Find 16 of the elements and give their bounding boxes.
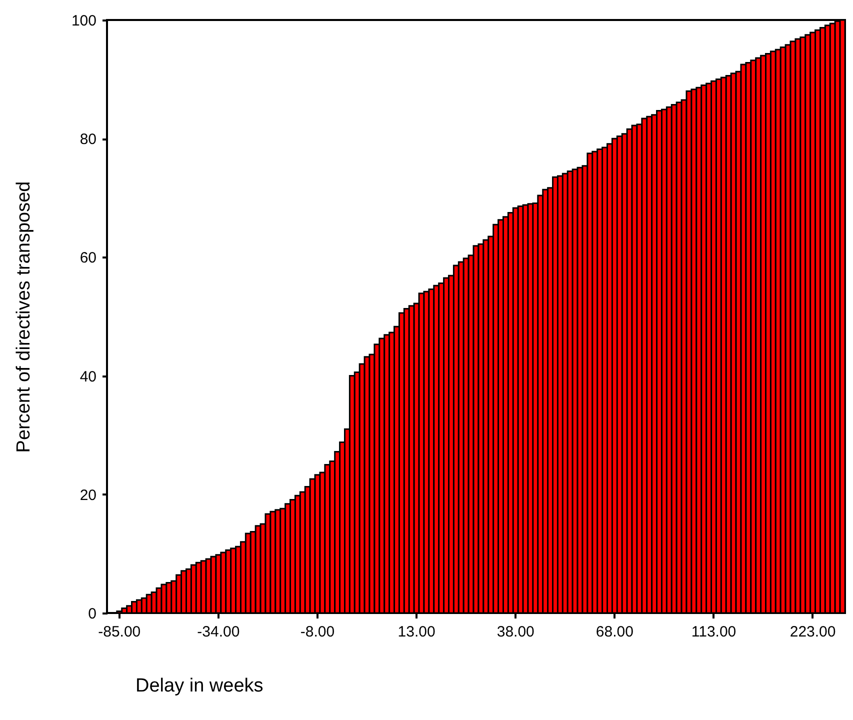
x-tick-label: 68.00 xyxy=(596,624,634,640)
y-tick-label: 20 xyxy=(80,486,96,504)
y-tick-label: 0 xyxy=(88,606,96,622)
y-tick-label: 60 xyxy=(80,250,96,267)
x-tick-label: -85.00 xyxy=(98,624,141,640)
x-tick-label: 223.00 xyxy=(790,624,836,640)
x-axis-title: Delay in weeks xyxy=(136,676,264,696)
x-tick-label: 113.00 xyxy=(691,624,736,640)
y-tick-label: 100 xyxy=(71,12,96,30)
y-axis-title: Percent of directives transposed xyxy=(13,181,34,453)
x-tick-label: 38.00 xyxy=(496,624,534,640)
x-tick-label: -34.00 xyxy=(197,624,240,640)
y-tick-label: 40 xyxy=(80,368,96,386)
y-tick-label: 80 xyxy=(80,131,96,148)
x-tick-label: -8.00 xyxy=(300,624,335,640)
x-tick-label: 13.00 xyxy=(398,624,436,640)
